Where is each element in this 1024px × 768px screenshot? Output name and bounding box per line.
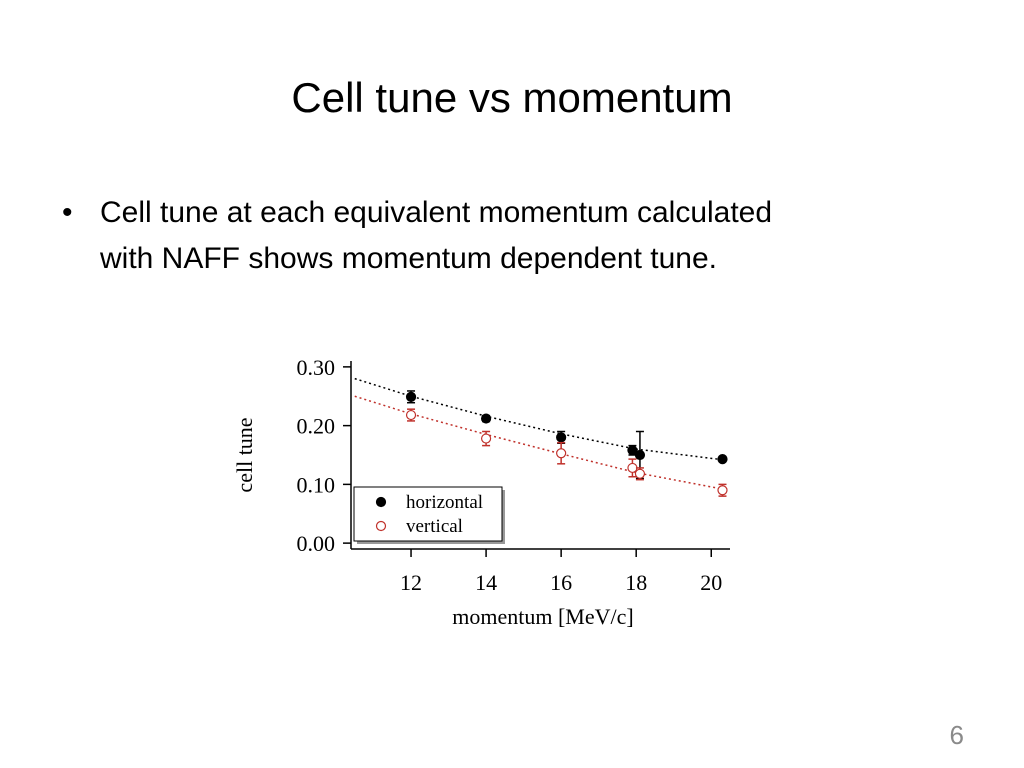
data-point — [627, 445, 638, 456]
data-point — [634, 468, 646, 479]
page-number: 6 — [950, 720, 964, 750]
data-point — [556, 448, 567, 459]
x-tick-label: 18 — [625, 570, 647, 595]
x-tick-label: 20 — [700, 570, 722, 595]
legend-marker — [375, 520, 387, 532]
legend-marker — [375, 496, 387, 508]
data-point — [634, 449, 646, 461]
data-point — [405, 409, 417, 421]
x-tick-label: 14 — [475, 570, 497, 595]
data-point — [717, 454, 728, 465]
y-tick-label: 0.20 — [297, 414, 336, 439]
y-tick-label: 0.30 — [297, 355, 336, 380]
legend-label: horizontal — [406, 492, 483, 513]
y-tick-label: 0.00 — [297, 531, 336, 556]
data-point — [717, 485, 728, 496]
data-point — [627, 462, 638, 474]
data-point — [480, 413, 492, 424]
legend-label: vertical — [406, 516, 463, 537]
bullet-text: Cell tune at each equivalent momentum ca… — [100, 196, 772, 229]
data-point — [556, 432, 567, 443]
legend-box — [353, 486, 503, 542]
data-point — [405, 391, 417, 402]
data-point — [480, 433, 492, 444]
x-tick-label: 16 — [550, 570, 572, 595]
chart: 0.00 0.10 0.20 0.30 12 14 16 18 20 momentum [MeV/… — [232, 355, 730, 629]
x-axis-label: momentum [MeV/c] — [452, 604, 633, 629]
bullet-text: with NAFF shows momentum dependent tune. — [99, 242, 717, 275]
fit-line — [354, 377, 723, 461]
y-axis-label: cell tune — [232, 417, 257, 492]
bullet-dot: • — [62, 196, 73, 229]
x-tick-label: 12 — [400, 570, 422, 595]
fit-line — [354, 395, 723, 490]
slide-title: Cell tune vs momentum — [291, 74, 732, 121]
y-tick-label: 0.10 — [297, 472, 336, 497]
